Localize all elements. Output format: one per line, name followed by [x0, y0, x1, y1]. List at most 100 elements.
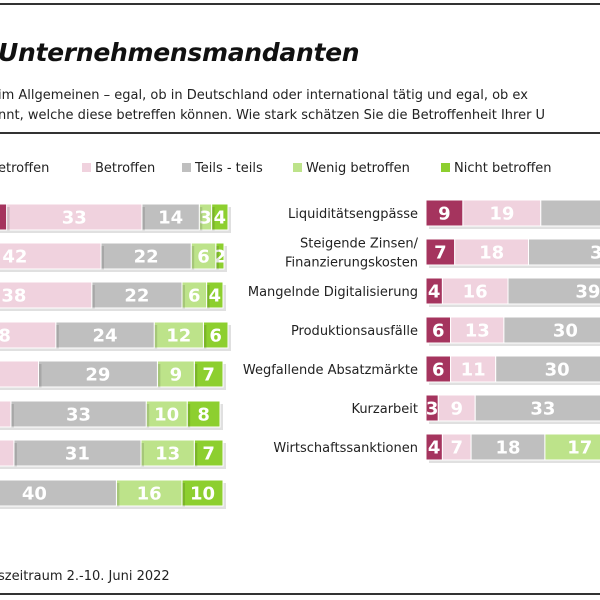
left-bar-0-sehr [0, 203, 8, 231]
right-bar-1-teils [528, 238, 600, 266]
bottom-rule [0, 593, 600, 595]
left-bar-5-teils [10, 400, 147, 428]
right-bar-2-teils [507, 277, 600, 305]
left-bar-4-wenig [156, 360, 195, 388]
left-bar-3-wenig-label: 12 [166, 326, 191, 347]
right-bar-5-teils-label: 33 [530, 399, 555, 420]
right-bar-4-betroffen [450, 355, 497, 383]
right-bar-5-betroffen-label: 9 [450, 399, 463, 420]
legend-swatch [293, 163, 302, 172]
legend-item-sehr: etroffen [0, 161, 49, 176]
legend-swatch [441, 163, 450, 172]
right-bar-6-betroffen [441, 433, 472, 461]
right-bar-4-sehr [425, 355, 452, 383]
header-rule [0, 132, 600, 134]
left-bar-2-teils-label: 22 [124, 286, 149, 307]
left-bar-6-wenig-label: 13 [155, 444, 180, 465]
right-bar-3-betroffen-label: 13 [465, 321, 490, 342]
left-bar-7-wenig-label: 16 [137, 484, 162, 505]
category-label: Steigende Zinsen/ [300, 237, 419, 252]
left-bar-0-wenig-label: 3 [199, 208, 212, 229]
right-bar-4-teils [495, 355, 600, 383]
right-bar-6-sehr-label: 4 [428, 438, 441, 459]
left-bar-7-teils [0, 479, 117, 507]
left-bar-2-wenig [181, 281, 208, 309]
right-bar-2-betroffen-label: 16 [463, 282, 488, 303]
right-bar-3-teils-label: 30 [553, 321, 578, 342]
left-bar-5-wenig [145, 400, 188, 428]
left-bar-3-teils-label: 24 [92, 326, 117, 347]
right-bar-0-betroffen [462, 199, 542, 227]
left-bar-4-nicht [193, 360, 224, 388]
left-bar-0-betroffen-label: 33 [62, 208, 87, 229]
right-bar-0-sehr-label: 9 [438, 204, 451, 225]
subtitle-line-2: nnt, welche diese betreffen können. Wie … [0, 108, 546, 123]
left-bar-4-nicht-label: 7 [202, 365, 215, 386]
right-bar-6-teils-label: 18 [495, 438, 520, 459]
legend-item-teils: Teils - teils [182, 161, 263, 176]
left-bar-2-betroffen [0, 281, 93, 309]
legend-item-nicht: Nicht betroffen [441, 161, 552, 176]
right-bar-0-betroffen-label: 19 [489, 204, 514, 225]
left-bar-6-nicht-label: 7 [202, 444, 215, 465]
left-bar-4-teils-label: 29 [85, 365, 110, 386]
partial-value-label: 3 [590, 243, 600, 264]
category-label: Wegfallende Absatzmärkte [243, 363, 418, 378]
right-bar-2-sehr-label: 4 [428, 282, 441, 303]
right-bar-1-sehr-label: 7 [434, 243, 447, 264]
left-bar-3-nicht-label: 6 [209, 326, 222, 347]
category-label: Kurzarbeit [351, 402, 418, 417]
category-label: Finanzierungskosten [285, 256, 418, 271]
left-bar-3-teils [55, 321, 155, 349]
left-bar-1-betroffen-label: 42 [2, 247, 27, 268]
left-bar-6-teils-label: 31 [65, 444, 90, 465]
left-bar-2-betroffen-label: 38 [1, 286, 26, 307]
left-bar-1-teils [100, 242, 192, 270]
legend-label: etroffen [0, 161, 50, 176]
left-bar-7-wenig [115, 479, 183, 507]
category-label: Liquiditätsengpässe [288, 207, 418, 222]
right-bar-2-betroffen [441, 277, 509, 305]
left-bar-3-betroffen-label: 28 [0, 326, 11, 347]
left-bar-5-nicht [186, 400, 221, 428]
left-bar-2-teils [91, 281, 183, 309]
left-bar-7-nicht [181, 479, 224, 507]
left-bar-1-betroffen [0, 242, 102, 270]
right-bar-4-betroffen-label: 11 [461, 360, 486, 381]
legend-swatch [182, 163, 191, 172]
left-bar-1-teils-label: 22 [134, 247, 159, 268]
right-bar-6-wenig-label: 17 [567, 438, 592, 459]
left-bar-6-betroffen [0, 439, 15, 467]
right-bar-3-betroffen [450, 316, 505, 344]
legend-item-wenig: Wenig betroffen [293, 161, 410, 176]
left-bar-0-teils-label: 14 [158, 208, 183, 229]
legend-label: Betroffen [95, 161, 156, 176]
legend-label: Teils - teils [195, 161, 263, 176]
left-bar-6-wenig [140, 439, 195, 467]
right-bar-0-sehr [425, 199, 464, 227]
subtitle-line-1: im Allgemeinen – egal, ob in Deutschland… [0, 88, 528, 103]
right-bar-3-sehr-label: 6 [432, 321, 445, 342]
left-bar-1-nicht-label: 2 [214, 247, 227, 268]
left-bar-5-nicht-label: 8 [197, 405, 210, 426]
left-bar-1-wenig [190, 242, 217, 270]
left-bar-5-teils-label: 33 [66, 405, 91, 426]
legend-swatch [82, 163, 91, 172]
left-bar-6-teils [13, 439, 142, 467]
legend-item-betroffen: Betroffen [82, 161, 155, 176]
left-bar-5-wenig-label: 10 [154, 405, 179, 426]
left-bar-4-betroffen [0, 360, 39, 388]
right-bar-0-teils [540, 199, 600, 227]
right-bar-2-teils-label: 39 [575, 282, 600, 303]
top-rule [0, 3, 600, 5]
footer-note: szeitraum 2.-10. Juni 2022 [0, 569, 170, 584]
legend-label: Nicht betroffen [454, 161, 552, 176]
left-bar-2-wenig-label: 6 [188, 286, 201, 307]
right-bar-6-wenig [544, 433, 600, 461]
left-bar-0-nicht-label: 4 [214, 208, 227, 229]
category-label: Wirtschaftssanktionen [273, 441, 418, 456]
right-bar-6-teils [470, 433, 546, 461]
chart-title: Unternehmensmandanten [0, 38, 360, 67]
left-bar-1-wenig-label: 6 [197, 247, 210, 268]
right-bar-1-betroffen-label: 18 [479, 243, 504, 264]
